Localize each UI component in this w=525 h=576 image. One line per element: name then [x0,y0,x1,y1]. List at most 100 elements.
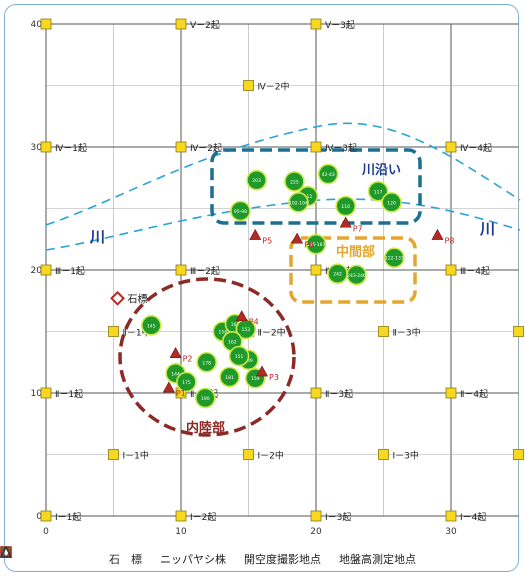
photo-point-label: P7 [353,224,363,233]
river-bank-upper [45,122,521,226]
middle-zone-label: 中間部 [336,244,375,260]
legend-item-palm: ニッパヤシ株 [0,546,226,567]
y-tick-label: 20 [31,266,43,276]
grid-layer: 0 10 20 30 0 10 20 30 40 [31,20,519,537]
grid-point-label: Ⅲ－1起 [55,266,85,277]
palm-label: 165 [231,322,240,328]
palm-label: 151 [235,354,244,360]
palm-label: 186-187 [307,242,326,248]
photo-point-marker [291,232,304,244]
grid-point-label: Ⅳ－2起 [190,143,222,154]
palm-marker [246,169,267,191]
grid-point-marker [513,449,524,460]
grid-point-label: Ⅰ－4起 [460,512,486,523]
grid-point-marker [175,18,187,30]
palm-marker [195,387,216,409]
grid-point-marker [40,264,52,276]
grid-point-marker [310,141,322,153]
palm-marker [176,371,197,393]
palm-marker [367,180,389,202]
x-tick-label: 20 [310,527,322,537]
grid-point-marker [108,326,119,337]
y-tick-label: 0 [36,512,42,522]
river-label-left: 川 [89,228,105,246]
grid-point-marker [513,326,524,337]
palm-marker [335,195,357,217]
grid-point-label: Ⅰ－2起 [190,512,216,523]
grid-point-label: Ⅱ－3中 [393,327,421,339]
legend: 石 標 ニッパヤシ株 開空度撮影地点 地盤高測定地点 [0,546,525,572]
grid-point-marker [40,18,52,30]
grid-point-label: Ⅰ－3中 [393,450,419,462]
palm-label: 225 [290,179,299,185]
grid-point-marker [310,18,322,30]
stone-marker-label: 石標 [128,292,148,305]
legend-label-stone: 石 標 [109,553,142,566]
x-tick-label: 30 [445,527,457,537]
river-layer: 川 川 [45,122,521,251]
grid-point-marker [243,449,254,460]
palm-label: 144 [171,371,180,377]
palm-marker [317,163,339,185]
x-tick-label: 0 [43,527,49,537]
grid-point-label: Ⅰ－1起 [55,512,81,523]
palm-label: 243-246 [347,273,366,279]
palm-marker [230,200,251,222]
grid-point-label: Ⅱ－2中 [258,327,286,339]
palm-marker [219,366,240,388]
palm-label: 159 [251,376,260,382]
legend-label-height: 地盤高測定地点 [339,553,416,566]
grid-point-label: Ⅳ－3起 [325,143,357,154]
grid-point-marker [378,326,389,337]
grid-point-marker [175,264,187,276]
inland-zone-ellipse [118,277,296,437]
river-zone-label: 川沿い [361,163,401,178]
photo-point-marker [235,310,248,322]
grid-point-marker [108,449,119,460]
grid-point-label: Ⅱ－1起 [55,389,83,400]
grid-point-marker [445,264,457,276]
grid-point-marker [243,80,254,91]
photo-point-marker [255,365,269,377]
grid-point-marker [445,510,457,522]
palm-label: 149 [244,358,253,364]
photo-point-label: P8 [445,237,455,246]
grid-point-label: Ⅳ－2中 [258,81,290,93]
palm-label: 203 [252,178,261,184]
river-label-right: 川 [479,220,495,238]
legend-label-palm: ニッパヤシ株 [160,553,226,566]
palm-marker [383,247,405,269]
palm-marker [346,264,367,286]
palm-label: 145 [147,323,156,329]
palm-label: 102-104 [289,200,308,206]
photo-points-layer: P5 P6 P7 P8 P4 P2 P3 P1 [162,216,455,398]
grid-point-label: Ⅰ－2中 [258,450,284,462]
photo-point-marker [249,228,262,240]
palm-label: 242 [333,272,342,278]
grid-point-label: Ⅳ－1起 [55,143,87,154]
grid-points-layer: Ⅴ－2起Ⅴ－3起Ⅳ－2中Ⅳ－1起Ⅳ－2起Ⅳ－3起Ⅳ－4起Ⅲ－1起Ⅲ－2起Ⅲ－3起… [40,18,524,523]
palm-label: 120 [387,200,396,206]
palm-label: 178 [202,360,211,366]
palm-label: 95-98 [234,209,247,215]
photo-point-label: P3 [269,373,279,382]
legend-item-stone: 石 標 [0,546,142,567]
palm-marker [284,171,305,192]
photo-point-label: P5 [262,237,272,246]
palm-marker [196,351,217,373]
palm-label: 122-133 [385,256,404,262]
photo-point-marker [431,228,444,240]
grid-point-label: Ⅰ－1中 [123,450,149,462]
grid-point-marker [310,264,322,276]
palm-label: 42-43 [322,172,335,178]
y-tick-label: 30 [31,143,43,153]
x-tick-label: 10 [175,527,187,537]
palm-marker [381,192,402,213]
grid-point-label: Ⅳ－4起 [460,143,492,154]
grid-point-label: Ⅱ－3起 [325,389,353,400]
y-tick-label: 40 [31,20,43,30]
palm-marker [305,233,327,255]
photo-point-label: P4 [249,318,259,327]
